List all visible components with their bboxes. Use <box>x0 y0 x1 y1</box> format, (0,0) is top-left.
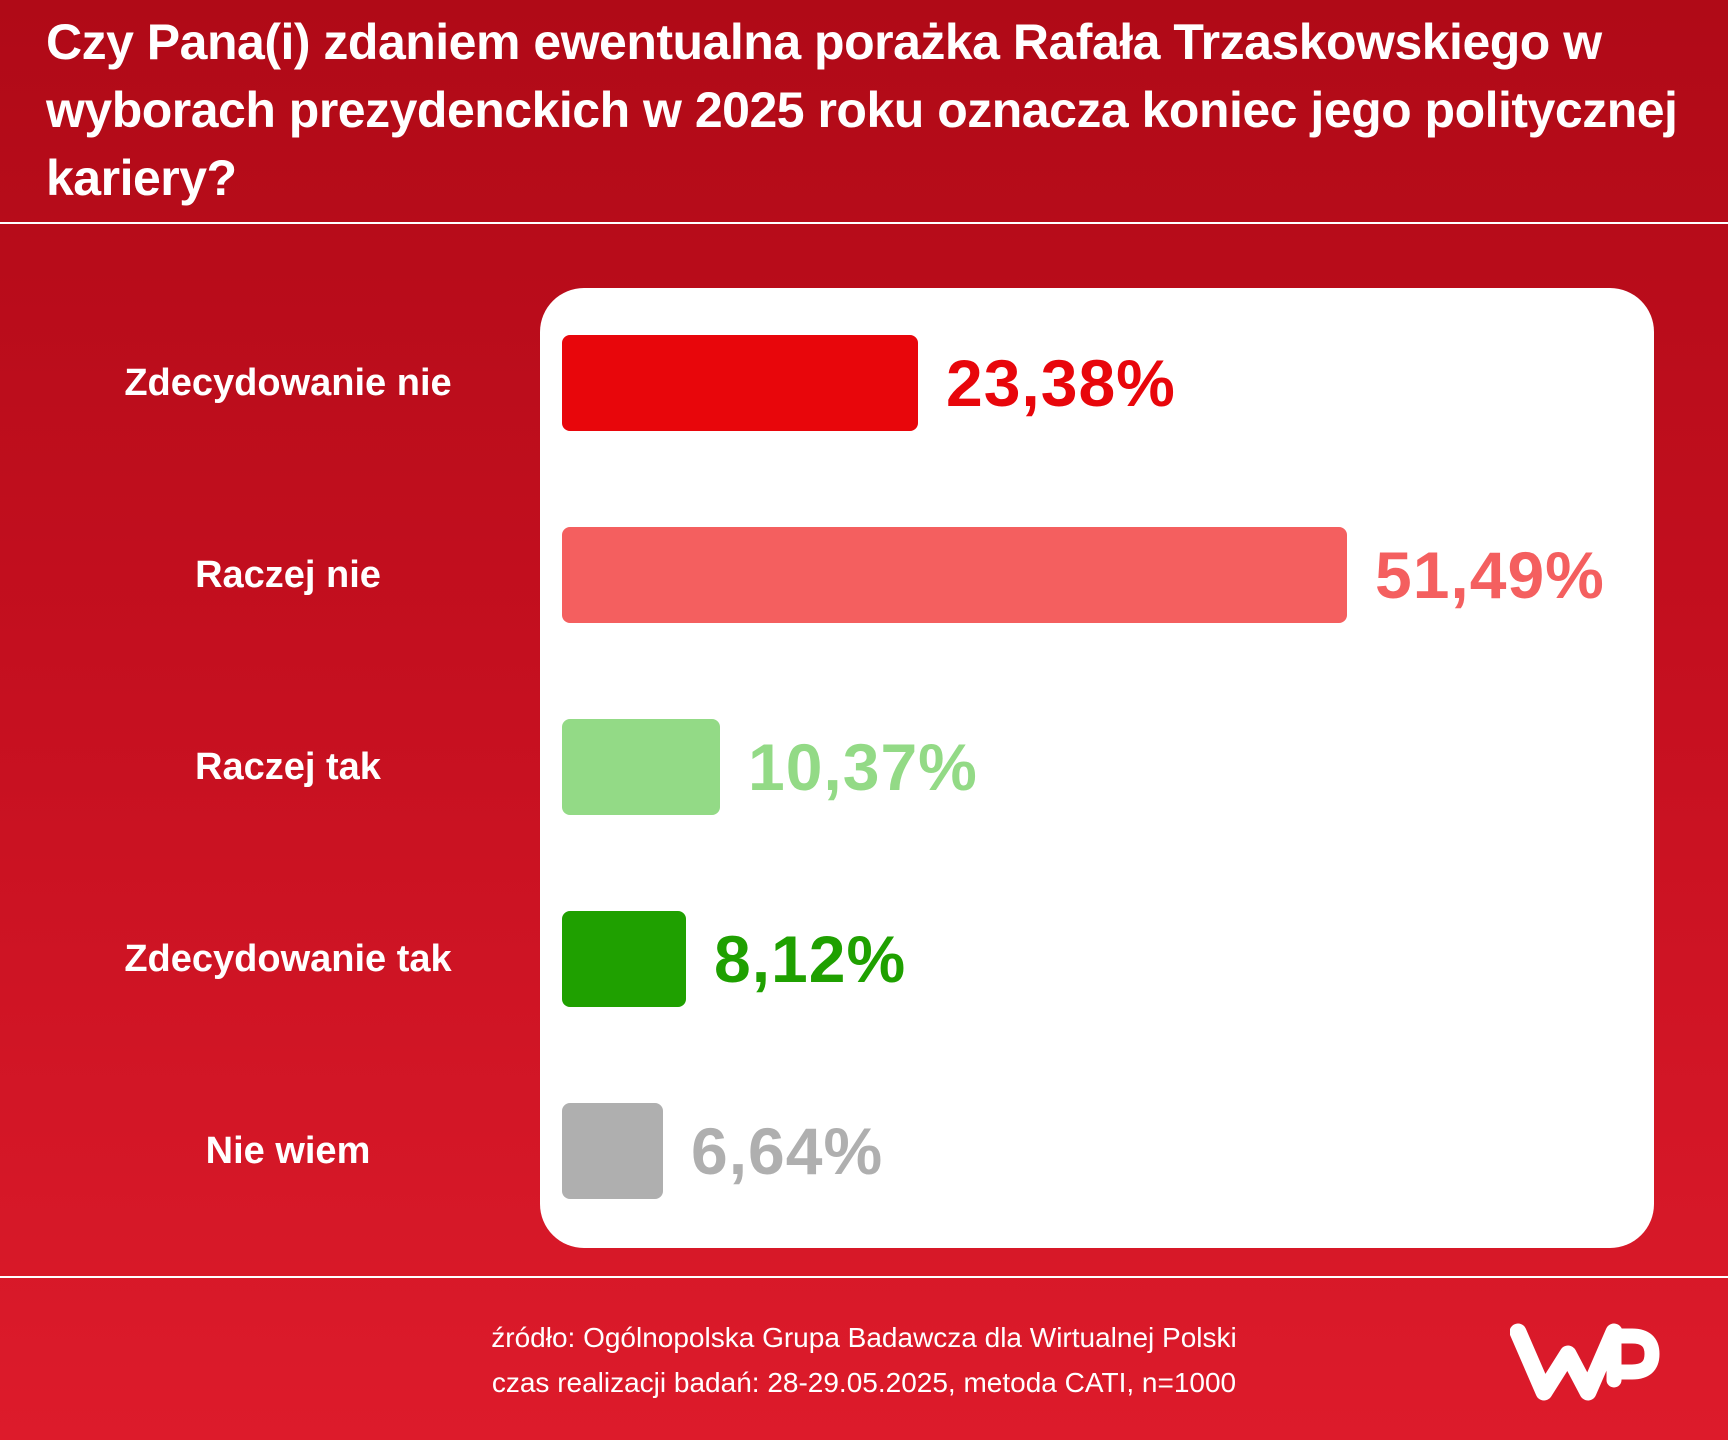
value-label: 51,49% <box>1375 538 1605 612</box>
category-label: Nie wiem <box>205 1130 371 1172</box>
method-text: czas realizacji badań: 28-29.05.2025, me… <box>491 1367 1237 1398</box>
value-label: 6,64% <box>691 1114 884 1188</box>
value-label: 8,12% <box>714 922 907 996</box>
bar <box>562 527 1347 623</box>
bar <box>562 1103 663 1199</box>
bar <box>562 335 918 431</box>
header-divider <box>0 222 1728 224</box>
category-label: Raczej tak <box>195 746 381 788</box>
source-text: źródło: Ogólnopolska Grupa Badawcza dla … <box>491 1322 1237 1353</box>
category-label: Zdecydowanie nie <box>124 362 452 404</box>
wp-logo-icon <box>1510 1323 1660 1401</box>
value-label: 23,38% <box>946 346 1176 420</box>
bar <box>562 911 686 1007</box>
category-label: Zdecydowanie tak <box>124 938 452 980</box>
chart-title: Czy Pana(i) zdaniem ewentualna porażka R… <box>46 14 1678 206</box>
category-label: Raczej nie <box>195 554 381 596</box>
footer-divider <box>0 1276 1728 1278</box>
value-label: 10,37% <box>748 730 978 804</box>
bar <box>562 719 720 815</box>
chart-card <box>540 288 1654 1248</box>
